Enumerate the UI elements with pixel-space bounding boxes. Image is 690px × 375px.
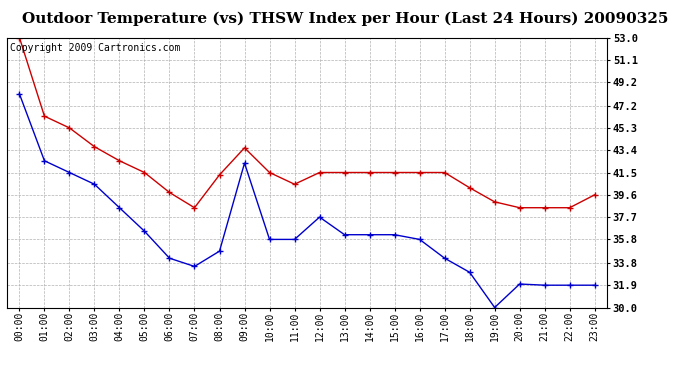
Text: Outdoor Temperature (vs) THSW Index per Hour (Last 24 Hours) 20090325: Outdoor Temperature (vs) THSW Index per … <box>22 11 668 26</box>
Text: Copyright 2009 Cartronics.com: Copyright 2009 Cartronics.com <box>10 43 180 53</box>
